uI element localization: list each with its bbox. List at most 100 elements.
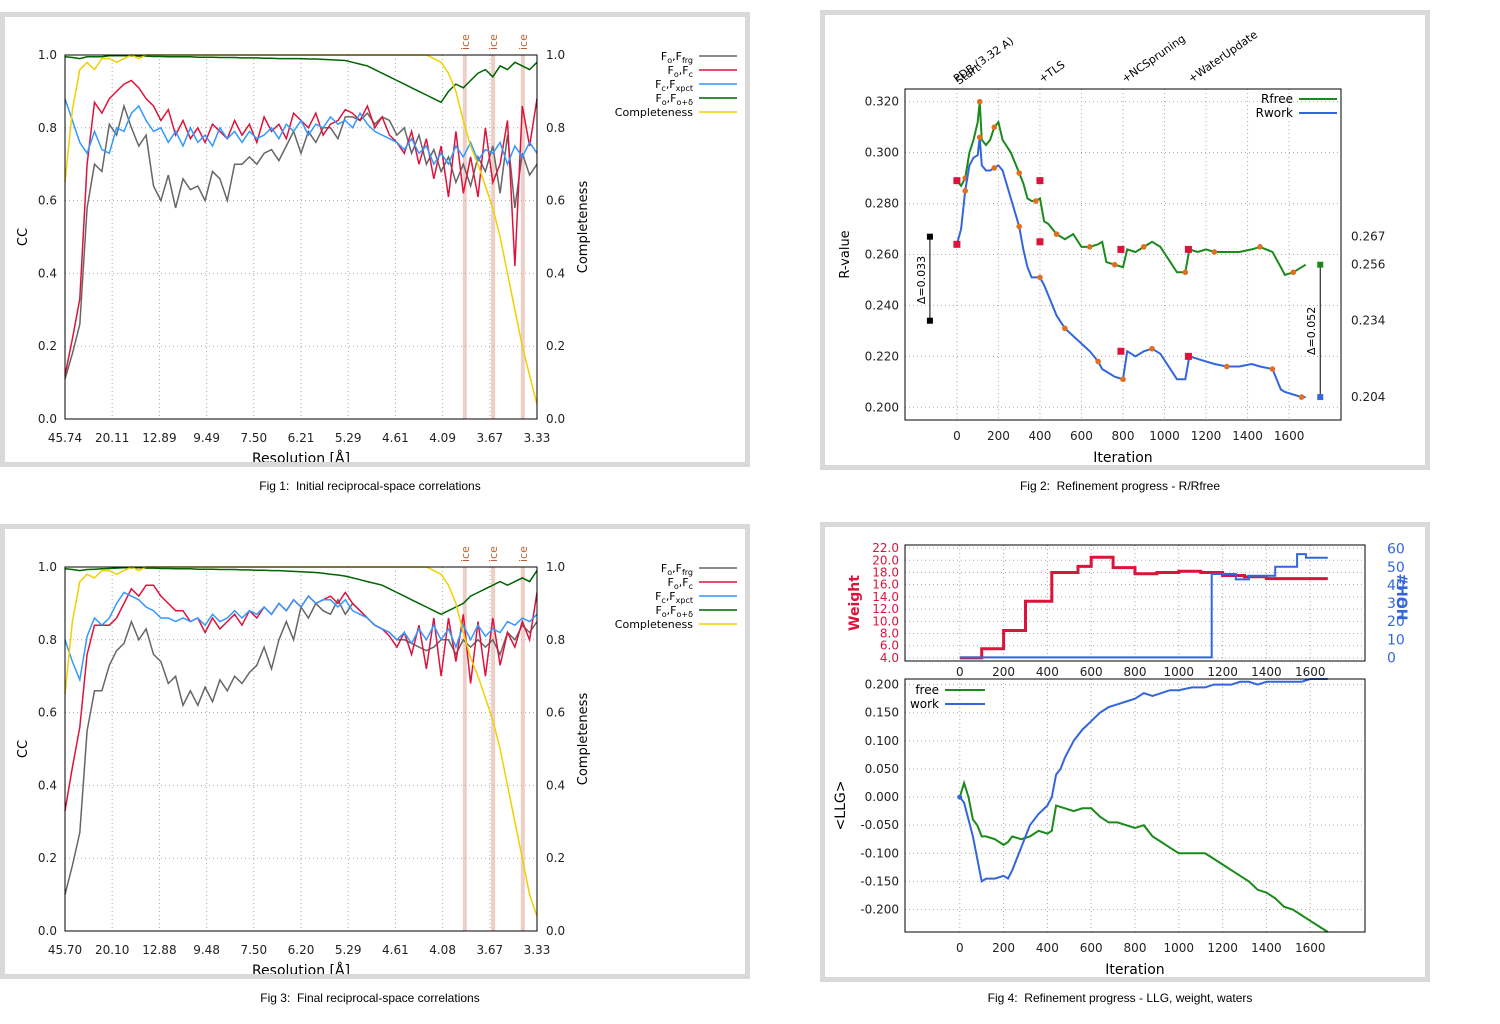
x-tick-label: 1000 (1149, 429, 1180, 443)
fig2-chart: 0 200 400 600 800 1000 1200 1400 1600 0.200 0.220 0… (838, 28, 1385, 465)
y-tick-label: 0.200 (865, 678, 899, 692)
stage-label: +TLS (1036, 58, 1067, 85)
y2-tick-label: 60 (1387, 542, 1405, 558)
fig3-plot: 45.70 20.10 12.88 9.48 7.50 6.20 5.29 4.61 4.08 3… (16, 546, 591, 974)
series-line-blue (64, 98, 538, 167)
x-tick-label: 4.08 (429, 943, 456, 957)
ice-band (462, 55, 467, 419)
y-tick-label: 0.6 (38, 194, 57, 208)
x-tick-label: 400 (1036, 665, 1059, 679)
x-tick-label: 200 (992, 665, 1015, 679)
ice-band (520, 567, 525, 931)
y-tick-label: 0.220 (865, 349, 899, 363)
ice-label: ice (459, 546, 472, 562)
legend-label: Fc,Fxpct (655, 590, 693, 605)
y-tick-label: 0.100 (865, 734, 899, 748)
y-axis-label: R-value (838, 230, 853, 278)
data-point-marker (1149, 345, 1155, 352)
delta-right-marker (1317, 261, 1324, 268)
ice-label: ice (517, 34, 530, 50)
y2-tick-label: 0.4 (546, 266, 565, 280)
legend-label: Fc,Fxpct (655, 78, 693, 93)
data-point-marker (1140, 244, 1147, 250)
x-tick-label: 0 (956, 941, 964, 955)
x-tick-label: 600 (1080, 665, 1103, 679)
x-tick-label: 600 (1080, 941, 1103, 955)
ice-label: ice (487, 546, 500, 562)
y-tick-label: 0.320 (865, 95, 899, 109)
series-line-blue (64, 591, 538, 683)
fig4-bottom-plot: 0 200 400 600 800 1000 1200 1400 1600 -0.200 -0.15… (833, 678, 1366, 977)
x-tick-label: 800 (1124, 941, 1147, 955)
y2-tick-label: 0.0 (546, 924, 565, 938)
y-tick-label: 0.8 (38, 121, 57, 135)
y-tick-label: -0.200 (860, 903, 899, 917)
legend-label: Fo,Fc (668, 64, 693, 79)
data-point-marker (1111, 261, 1118, 268)
ice-label: ice (459, 34, 472, 50)
stage-marker (953, 177, 961, 185)
stage-label: +WaterUpdate (1186, 28, 1260, 86)
data-point-marker (1062, 325, 1068, 332)
y2-tick-label: 0.8 (546, 633, 565, 647)
y2-tick-label: 30 (1387, 596, 1405, 612)
x-tick-label: 9.48 (193, 943, 220, 957)
y-tick-label: 12.0 (872, 602, 899, 616)
plot-frame (904, 544, 1366, 662)
x-axis-label: Iteration (1093, 450, 1152, 465)
delta-left-label: Δ=0.033 (915, 256, 928, 304)
stage-marker (1117, 245, 1125, 253)
fig2-caption: Fig 2: Refinement progress - R/Rfree (1019, 479, 1221, 493)
stage-marker (1036, 177, 1044, 185)
x-tick-label: 1200 (1207, 665, 1238, 679)
ice-label: ice (517, 546, 530, 562)
x-tick-label: 7.50 (240, 943, 267, 957)
y2-tick-label: 20 (1387, 614, 1405, 630)
data-point-marker (1257, 244, 1263, 250)
y-tick-label: 0.280 (865, 197, 899, 211)
stage-marker (1117, 347, 1125, 355)
x-axis-label: Resolution [Å] (252, 962, 350, 974)
right-value-label: 0.234 (1351, 314, 1385, 328)
series-line-rwork (955, 137, 1306, 399)
series-line-free (958, 779, 1329, 933)
plot-frame (904, 88, 1342, 421)
stage-marker (1184, 245, 1192, 253)
y2-tick-label: 10 (1387, 632, 1405, 648)
y-axis-label: CC (16, 228, 31, 246)
data-point-marker (1086, 244, 1093, 250)
legend-label: Fo,Ffrg (661, 562, 693, 577)
legend-label: free (915, 683, 939, 697)
y-tick-label: 0.2 (38, 339, 57, 353)
start-point-marker (957, 794, 963, 800)
data-point-marker (1016, 223, 1022, 230)
y-axis-label: <LLG> (833, 781, 849, 831)
x-tick-label: 200 (987, 429, 1010, 443)
y-tick-label: 0.6 (38, 706, 57, 720)
y2-axis-label: Completeness (576, 693, 591, 786)
x-tick-label: 1400 (1251, 941, 1282, 955)
y2-tick-label: 0.2 (546, 851, 565, 865)
y-tick-label: 0.260 (865, 248, 899, 262)
y-tick-label: 22.0 (872, 541, 899, 555)
legend-label: Fo,Fo+δ (655, 604, 693, 619)
ice-band (462, 567, 467, 931)
legend-label: Completeness (615, 618, 693, 631)
data-point-marker (1211, 249, 1218, 255)
x-tick-label: 3.33 (524, 943, 551, 957)
stage-label: +NCSpruning (1119, 32, 1188, 85)
x-tick-label: 20.10 (95, 943, 129, 957)
x-tick-label: 800 (1124, 665, 1147, 679)
x-tick-label: 0 (956, 665, 964, 679)
data-point-marker (962, 188, 969, 194)
y-tick-label: 16.0 (872, 578, 899, 592)
stage-marker (1036, 238, 1044, 246)
y2-tick-label: 0 (1387, 650, 1396, 666)
stage-marker (953, 240, 961, 248)
legend-label: Fo,Fo+δ (655, 92, 693, 107)
x-tick-label: 400 (1028, 429, 1051, 443)
series-line-rfree (956, 101, 1307, 277)
